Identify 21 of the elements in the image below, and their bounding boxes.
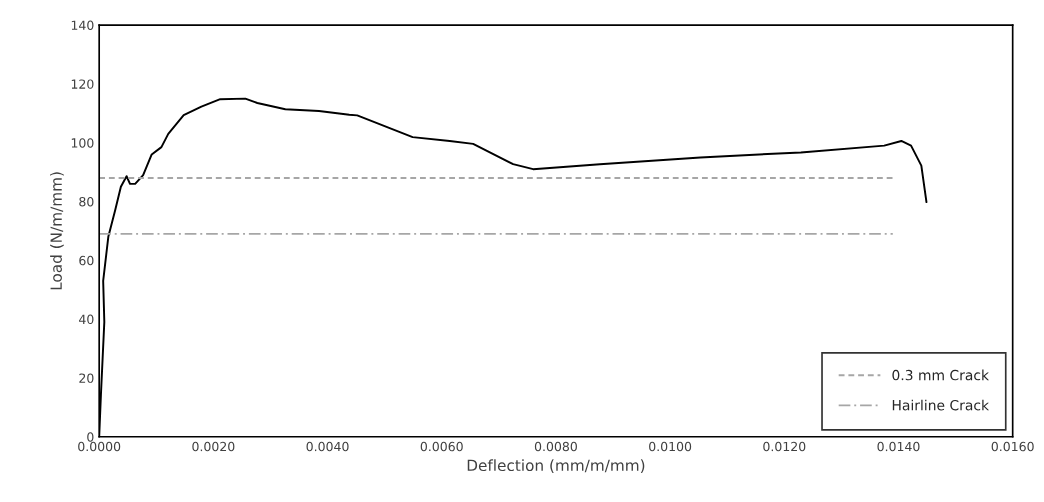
y-tick-label: 140 bbox=[71, 20, 94, 31]
legend-label: 0.3 mm Crack bbox=[892, 369, 989, 381]
y-axis-title: Load (N/m/mm) bbox=[50, 172, 64, 290]
y-tick-label: 80 bbox=[79, 196, 94, 207]
x-tick-label: 0.0040 bbox=[306, 441, 349, 452]
y-tick-label: 100 bbox=[71, 138, 94, 148]
x-tick-label: 0.0020 bbox=[192, 441, 235, 452]
x-tick-label: 0.0120 bbox=[763, 441, 806, 452]
x-tick-label: 0.0080 bbox=[534, 441, 577, 452]
x-tick-label: 0.0140 bbox=[877, 441, 920, 452]
legend-label: Hairline Crack bbox=[892, 399, 990, 411]
x-tick-label: 0.0160 bbox=[991, 441, 1034, 452]
x-tick-label: 0.0000 bbox=[78, 441, 121, 452]
y-tick-label: 60 bbox=[79, 255, 94, 266]
y-tick-label: 0 bbox=[87, 432, 94, 442]
y-tick-label: 20 bbox=[79, 373, 94, 383]
x-axis-title: Deflection (mm/m/mm) bbox=[467, 459, 645, 473]
y-tick-label: 40 bbox=[79, 314, 94, 325]
y-tick-label: 120 bbox=[71, 79, 94, 89]
x-tick-label: 0.0100 bbox=[649, 441, 692, 452]
x-tick-label: 0.0060 bbox=[420, 441, 463, 452]
